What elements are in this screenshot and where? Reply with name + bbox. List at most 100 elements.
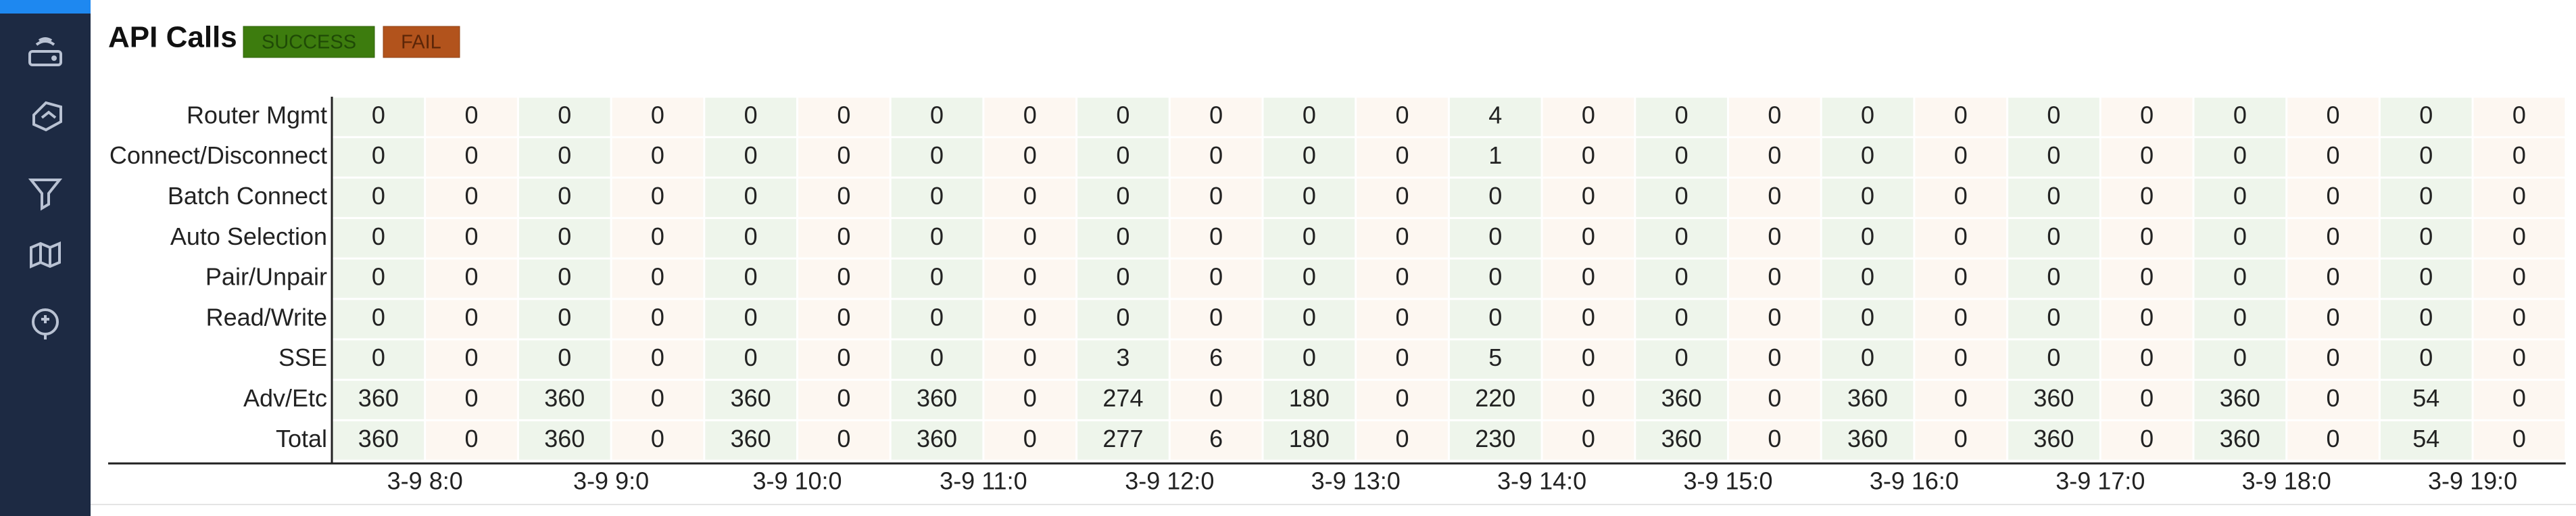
fail-value: 0 [651,303,664,331]
fail-value: 0 [651,384,664,412]
fail-cell [1170,381,1262,419]
fail-value: 0 [465,425,479,452]
success-value: 0 [1675,182,1688,210]
row-label: Pair/Unpair [205,263,327,291]
success-value: 0 [1303,344,1316,371]
success-cell [518,421,610,460]
fail-value: 0 [1582,101,1595,128]
success-value: 360 [2220,425,2260,452]
success-value: 0 [1861,222,1874,250]
success-cell [2194,259,2286,298]
column-label: 3-9 9:0 [573,467,649,495]
network-icon[interactable] [32,101,62,132]
fail-cell [2473,381,2565,419]
success-cell [518,259,610,298]
fail-value: 0 [2327,425,2340,452]
fail-cell [2101,381,2193,419]
success-cell [1263,300,1355,339]
fail-cell [1915,97,2007,137]
fail-value: 0 [651,141,664,169]
fail-value: 0 [1209,384,1223,412]
fail-cell [426,381,517,419]
fail-cell [1542,97,1634,137]
fail-cell [426,340,517,379]
success-value: 0 [930,101,944,128]
fail-cell [984,259,1076,298]
router-icon[interactable] [28,37,62,66]
fail-value: 0 [465,222,479,250]
fail-cell [1357,218,1448,258]
success-value: 0 [744,344,758,371]
fail-value: 0 [465,344,479,371]
fail-cell [2473,97,2565,137]
fail-cell [2101,138,2193,177]
success-value: 0 [1675,303,1688,331]
success-value: 0 [930,344,944,371]
fail-cell [2473,340,2565,379]
success-cell [1263,421,1355,460]
fail-cell [1542,340,1634,379]
fail-cell [426,138,517,177]
fail-cell [984,381,1076,419]
filter-icon[interactable] [28,179,63,211]
success-value: 0 [2419,263,2433,291]
success-value: 54 [2412,384,2439,412]
success-value: 0 [1116,263,1129,291]
fail-value: 0 [1768,344,1781,371]
row-label: SSE [278,344,327,371]
fail-cell [2101,259,2193,298]
success-cell [2008,381,2099,419]
fail-cell [2101,421,2193,460]
success-value: 0 [2419,141,2433,169]
success-value: 360 [358,425,399,452]
success-cell [705,340,796,379]
success-value: 230 [1475,425,1515,452]
fail-cell [612,340,704,379]
success-cell [518,179,610,217]
success-value: 0 [372,141,385,169]
fail-cell [984,179,1076,217]
fail-cell [1357,138,1448,177]
success-cell [1263,179,1355,217]
column-label: 3-9 8:0 [387,467,463,495]
fail-value: 0 [837,182,850,210]
fail-cell [2287,421,2379,460]
success-value: 360 [2033,425,2074,452]
success-cell [2194,97,2286,137]
fail-value: 0 [2140,101,2154,128]
fail-value: 0 [2327,344,2340,371]
success-cell [2008,218,2099,258]
fail-cell [2473,218,2565,258]
success-value: 0 [1861,182,1874,210]
support-icon[interactable] [32,308,59,339]
success-cell [1449,179,1541,217]
success-value: 0 [1116,101,1129,128]
success-cell [1077,300,1169,339]
fail-cell [1542,259,1634,298]
success-cell [333,218,424,258]
success-cell [1449,97,1541,137]
success-cell [2194,340,2286,379]
legend-success-label: SUCCESS [262,32,356,53]
success-cell [1449,218,1541,258]
success-value: 0 [2233,182,2247,210]
fail-cell [1170,179,1262,217]
success-cell [1449,300,1541,339]
fail-value: 0 [2512,141,2526,169]
fail-cell [612,300,704,339]
success-value: 180 [1289,425,1330,452]
fail-value: 0 [1396,101,1409,128]
fail-cell [1170,259,1262,298]
fail-cell [984,138,1076,177]
success-cell [2008,421,2099,460]
success-cell [1822,300,1914,339]
row-label: Total [276,425,327,452]
success-cell [2380,340,2472,379]
success-cell [2380,97,2472,137]
success-cell [891,381,983,419]
success-value: 360 [917,384,957,412]
fail-value: 0 [1768,303,1781,331]
success-value: 0 [2047,344,2060,371]
map-icon[interactable] [30,241,61,269]
